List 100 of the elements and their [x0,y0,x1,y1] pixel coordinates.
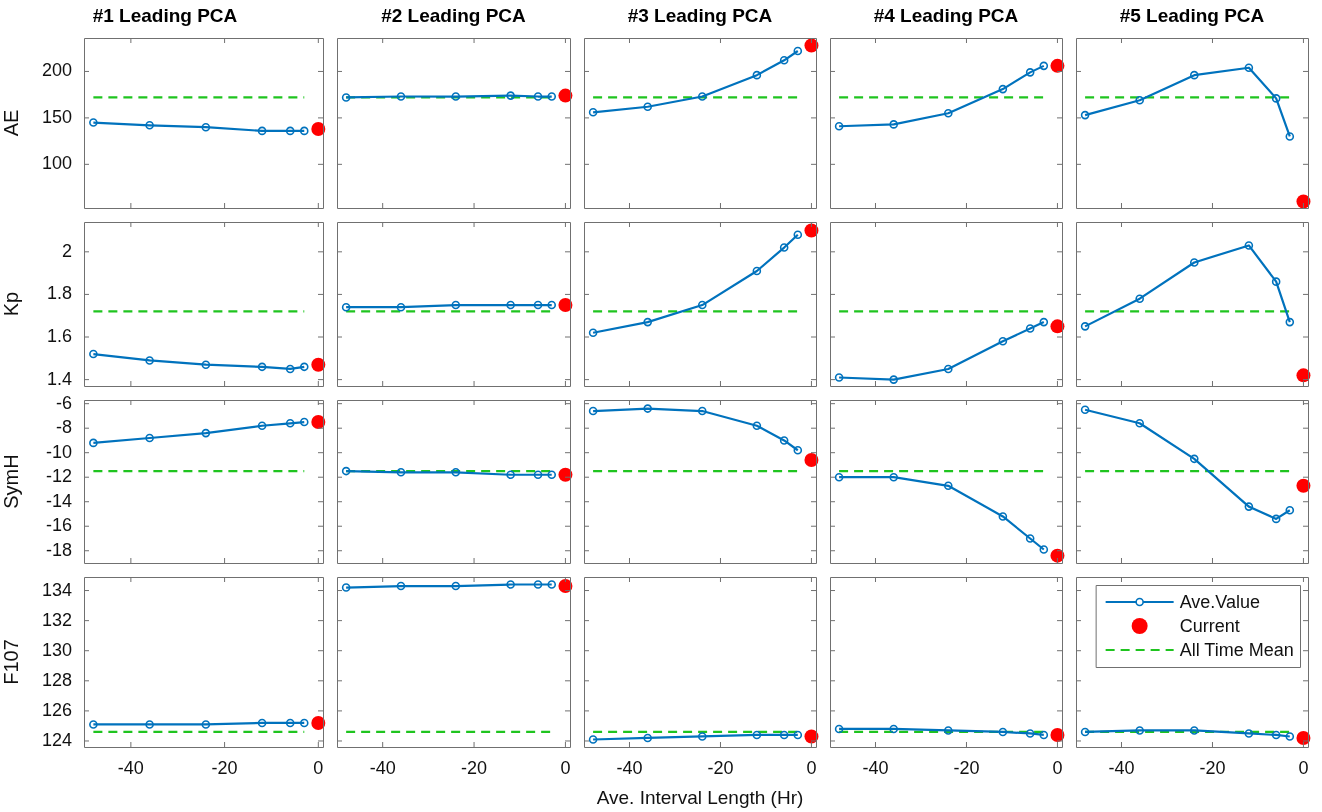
point [89,349,98,359]
chart-title: #1 Leading PCA [92,4,238,26]
y-tick-label: -16 [45,515,72,536]
point [1080,727,1090,737]
x-tick-label: -20 [461,757,488,778]
point [1271,277,1281,286]
point [201,428,211,438]
point [643,317,652,327]
point [285,418,295,428]
point [257,421,267,431]
y-tick-label: 134 [41,579,72,600]
point [89,438,98,448]
point [998,512,1008,521]
point [285,364,295,374]
point [1080,322,1090,331]
y-tick-label: 100 [41,153,72,174]
x-tick-label: -40 [117,757,144,778]
point [1271,514,1281,524]
point [1244,729,1254,738]
x-tick-label: -20 [1199,757,1226,778]
point [752,421,762,431]
y-tick-label: 124 [41,729,72,750]
chart-title: #5 Leading PCA [1119,4,1265,26]
point [889,120,898,129]
point [1189,454,1199,464]
point [201,360,211,369]
point [697,92,707,101]
legend-label: All Time Mean [1179,639,1294,660]
point [299,126,309,136]
point [588,406,598,416]
legend-label: Current [1179,615,1240,636]
chart-title: #3 Leading PCA [627,4,773,26]
point [697,300,707,310]
point [889,375,898,384]
x-tick-label: 0 [560,757,571,778]
y-tick-label: 1.6 [46,325,72,346]
y-tick-label: -8 [55,417,72,438]
point [1285,506,1295,515]
point [1025,68,1035,77]
point [257,362,267,372]
point [1189,258,1199,267]
point [1285,132,1295,141]
point [1135,418,1144,428]
y-axis-title: AE [0,109,22,137]
point [299,362,309,372]
point [1244,502,1254,511]
point [1039,317,1049,327]
point [311,122,326,137]
point [201,122,211,132]
x-tick-label: -40 [1108,757,1135,778]
point [1080,405,1090,415]
x-tick-label: 0 [1298,757,1309,778]
point [1135,95,1144,105]
point [804,453,819,468]
point [145,121,154,130]
x-tick-label: -20 [211,757,238,778]
y-tick-label: 126 [41,699,72,720]
point [257,126,267,136]
point [998,84,1008,94]
point [1244,63,1254,73]
point [943,108,953,118]
point [752,266,762,276]
point [834,121,844,131]
point [145,433,154,443]
point [89,118,98,127]
point [1189,726,1199,735]
point [643,102,652,112]
point [145,356,154,365]
chart-title: #4 Leading PCA [873,4,1019,26]
point [1039,545,1049,554]
y-tick-label: 1.4 [46,368,72,389]
point [285,126,295,136]
point [1189,70,1199,80]
y-tick-label: 2 [61,240,72,261]
chart-title: #2 Leading PCA [381,4,527,26]
y-tick-label: 200 [41,60,72,81]
point [1285,317,1295,327]
y-tick-label: 130 [41,639,72,660]
point [643,404,652,413]
x-tick-label: 0 [806,757,817,778]
y-tick-label: 1.8 [46,283,72,304]
x-axis-title: Ave. Interval Length (Hr) [596,786,804,808]
point [1271,730,1281,740]
y-tick-label: -14 [45,490,72,511]
point [311,415,326,430]
y-tick-label: -6 [55,392,72,413]
point [1244,241,1254,250]
x-tick-label: -40 [616,757,643,778]
point [1285,732,1295,741]
point [697,406,707,416]
point [834,373,844,382]
y-tick-label: 128 [41,669,72,690]
legend-label: Ave.Value [1179,591,1261,612]
x-tick-label: 0 [1052,757,1063,778]
point [943,481,953,491]
y-tick-label: -18 [45,539,72,560]
x-tick-label: 0 [313,757,324,778]
point [793,230,803,240]
x-tick-label: -40 [862,757,889,778]
point [1135,726,1144,735]
